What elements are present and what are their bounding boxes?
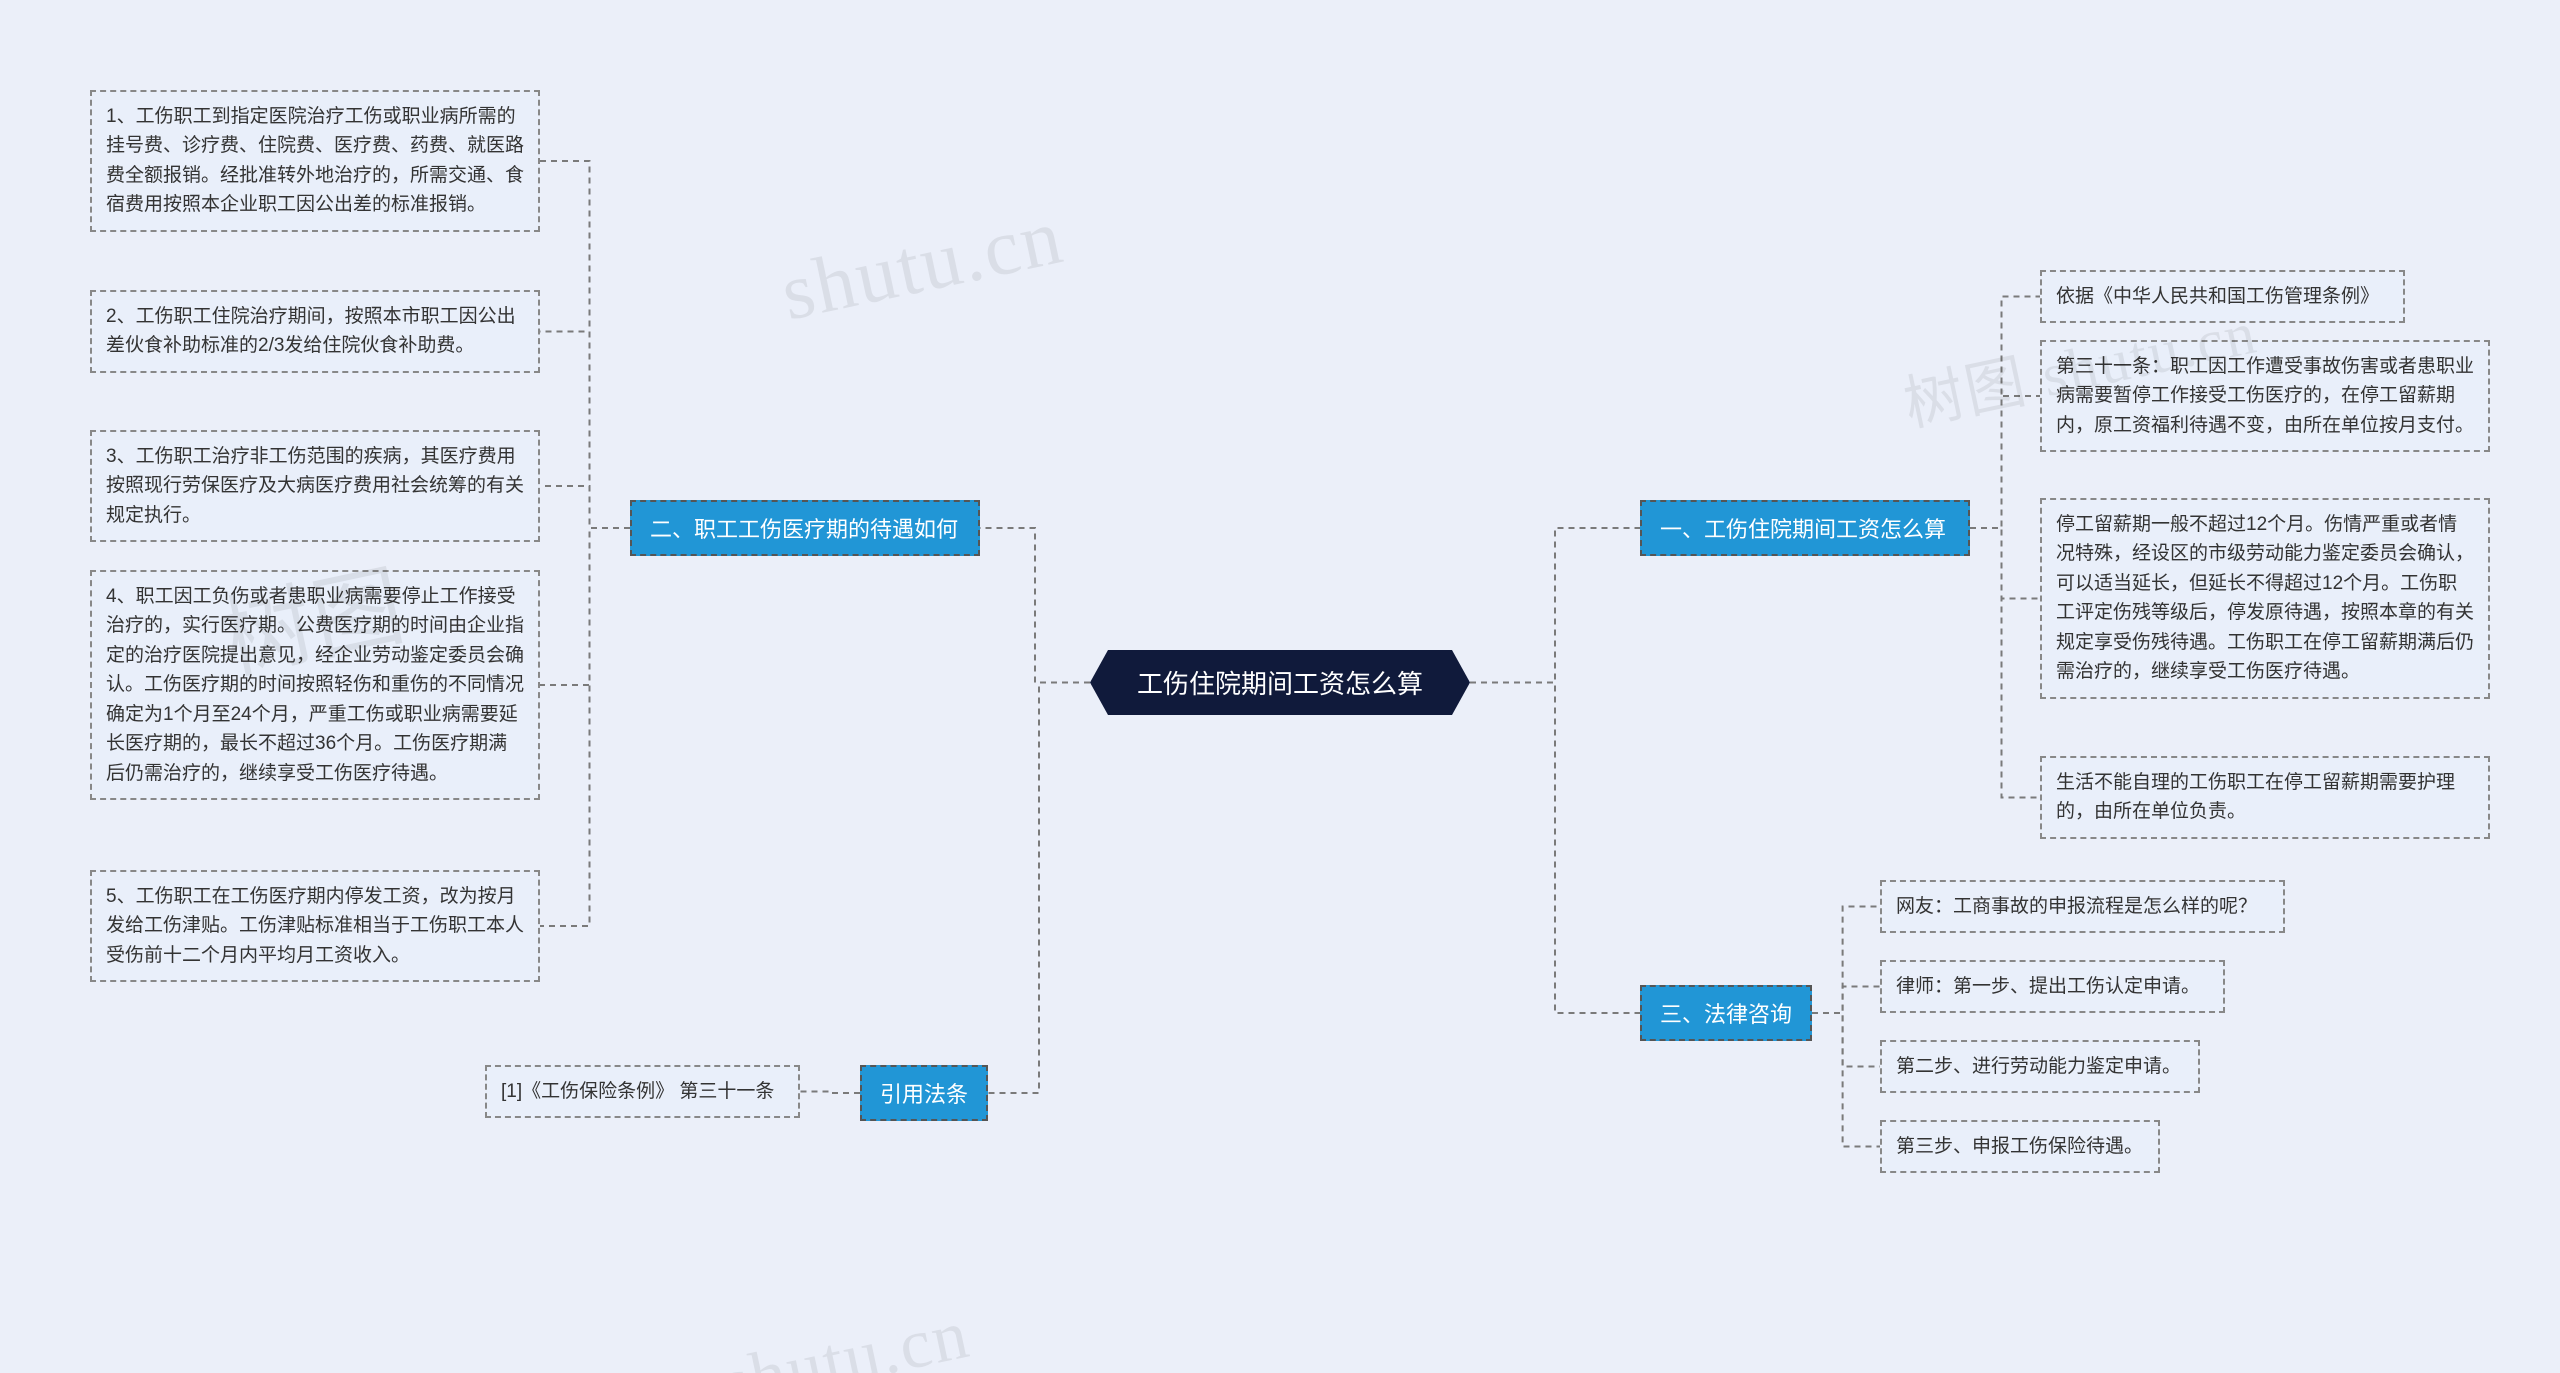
leaf-b2-3: 3、工伤职工治疗非工伤范围的疾病，其医疗费用按照现行劳保医疗及大病医疗费用社会统… [90,430,540,542]
leaf-b2-5: 5、工伤职工在工伤医疗期内停发工资，改为按月发给工伤津贴。工伤津贴标准相当于工伤… [90,870,540,982]
root-node: 工伤住院期间工资怎么算 [1090,650,1470,715]
branch-section-1: 一、工伤住院期间工资怎么算 [1640,500,1970,556]
leaf-b3-1: 网友：工商事故的申报流程是怎么样的呢？ [1880,880,2285,933]
leaf-b3-2: 律师：第一步、提出工伤认定申请。 [1880,960,2225,1013]
branch-section-3: 三、法律咨询 [1640,985,1812,1041]
leaf-b1-2: 第三十一条：职工因工作遭受事故伤害或者患职业病需要暂停工作接受工伤医疗的，在停工… [2040,340,2490,452]
watermark: shutu.cn [774,191,1072,339]
branch-section-2: 二、职工工伤医疗期的待遇如何 [630,500,980,556]
branch-4-label: 引用法条 [880,1082,968,1107]
root-label: 工伤住院期间工资怎么算 [1137,669,1423,699]
leaf-b1-4: 生活不能自理的工伤职工在停工留薪期需要护理的，由所在单位负责。 [2040,756,2490,839]
leaf-b1-3: 停工留薪期一般不超过12个月。伤情严重或者情况特殊，经设区的市级劳动能力鉴定委员… [2040,498,2490,699]
leaf-b2-2: 2、工伤职工住院治疗期间，按照本市职工因公出差伙食补助标准的2/3发给住院伙食补… [90,290,540,373]
leaf-b2-1: 1、工伤职工到指定医院治疗工伤或职业病所需的挂号费、诊疗费、住院费、医疗费、药费… [90,90,540,232]
leaf-b2-4: 4、职工因工负伤或者患职业病需要停止工作接受治疗的，实行医疗期。公费医疗期的时间… [90,570,540,800]
branch-2-label: 二、职工工伤医疗期的待遇如何 [650,517,958,542]
leaf-b3-4: 第三步、申报工伤保险待遇。 [1880,1120,2160,1173]
leaf-b3-3: 第二步、进行劳动能力鉴定申请。 [1880,1040,2200,1093]
leaf-b1-1: 依据《中华人民共和国工伤管理条例》 [2040,270,2405,323]
watermark: shutu.cn [714,1295,976,1373]
leaf-b4-1: [1]《工伤保险条例》 第三十一条 [485,1065,800,1118]
branch-1-label: 一、工伤住院期间工资怎么算 [1660,517,1946,542]
branch-3-label: 三、法律咨询 [1660,1002,1792,1027]
branch-reference: 引用法条 [860,1065,988,1121]
